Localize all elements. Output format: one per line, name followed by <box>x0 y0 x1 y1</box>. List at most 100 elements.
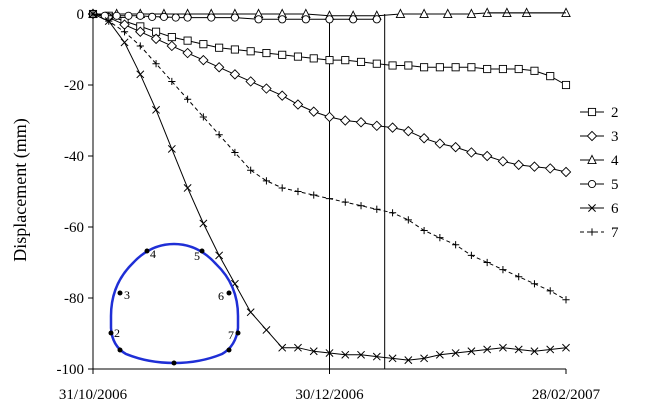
series-2 <box>88 9 571 90</box>
series-5-point <box>325 15 334 24</box>
series-6-point <box>546 345 555 354</box>
series-group <box>87 7 572 365</box>
x-tick-label: 30/12/2006 <box>295 387 364 403</box>
tunnel-measure-point <box>226 290 232 296</box>
series-3-point <box>340 115 351 126</box>
series-6-point <box>278 343 287 352</box>
series-4-point <box>419 8 429 19</box>
series-7-point <box>136 42 144 50</box>
legend-label: 5 <box>611 177 619 193</box>
series-2-point <box>483 64 492 74</box>
series-2-point <box>199 40 208 49</box>
series-7-point <box>325 195 334 203</box>
tunnel-measure-point <box>144 248 150 254</box>
series-4-point <box>442 8 453 19</box>
series-6-point <box>215 251 224 260</box>
series-2-point <box>388 61 397 70</box>
series-6-point <box>467 347 476 356</box>
series-7-point <box>168 77 176 86</box>
legend-label: 2 <box>611 105 619 121</box>
series-3-point <box>466 147 477 158</box>
series-2-point <box>341 56 350 65</box>
series-6-point <box>483 345 492 354</box>
series-3-point <box>450 141 461 153</box>
legend-item-2: 2 <box>580 105 619 121</box>
series-3-point <box>308 106 319 117</box>
series-3-point <box>387 122 398 133</box>
series-7-point <box>184 95 192 103</box>
series-5-point <box>183 13 192 22</box>
legend-label: 6 <box>611 201 619 217</box>
series-6-point <box>246 308 255 317</box>
legend-item-6: 6 <box>580 201 619 217</box>
y-tick-label: -40 <box>64 149 84 165</box>
series-6-point <box>404 356 413 365</box>
series-6-point <box>498 343 507 352</box>
series-2-point <box>167 33 176 42</box>
series-3-point <box>182 47 193 59</box>
series-4-point <box>521 7 532 17</box>
series-4-point <box>482 7 492 17</box>
legend-swatch-marker <box>587 179 597 189</box>
series-6-point <box>372 352 381 361</box>
series-7-point <box>294 187 302 196</box>
series-2-point <box>514 64 523 74</box>
series-6-point <box>451 349 460 357</box>
legend-item-7: 7 <box>580 225 619 241</box>
y-axis-title: Displacement (mm) <box>10 118 31 261</box>
series-7-point <box>120 28 129 36</box>
series-5-point <box>254 15 263 24</box>
series-2-point <box>325 56 334 65</box>
series-2-point <box>309 54 318 63</box>
series-2-point <box>230 45 239 54</box>
tunnel-point-label: 5 <box>194 249 200 263</box>
series-7-point <box>231 148 239 157</box>
y-tick-label: -20 <box>64 78 84 94</box>
series-3-point <box>261 83 272 94</box>
series-3-point <box>166 40 178 52</box>
series-3-point <box>150 33 162 45</box>
series-3-point <box>135 26 146 37</box>
axes: 0 -20 -40 -60 -80 -100 31/10/2006 30/12/2006 28/… <box>57 7 601 403</box>
tunnel-outline <box>109 242 240 365</box>
series-5-point <box>349 15 358 24</box>
tunnel-measure-point <box>226 347 232 353</box>
series-7-point <box>152 60 160 68</box>
series-2-point <box>451 63 460 72</box>
series-2-point <box>356 57 366 66</box>
series-3-point <box>324 111 335 123</box>
tunnel-point-label: 7 <box>228 328 234 342</box>
series-3-point <box>481 150 493 162</box>
series-7-point <box>388 209 397 217</box>
tunnel-measure-point <box>199 248 205 254</box>
series-7-point <box>278 184 286 192</box>
series-3-point <box>403 125 414 137</box>
legend-swatch-marker <box>587 154 597 165</box>
series-3-point <box>560 166 572 178</box>
series-7-point <box>105 17 113 25</box>
series-6-point <box>309 347 318 356</box>
series-7-point <box>530 280 539 288</box>
series-6-point <box>167 144 176 153</box>
series-6-point <box>435 350 444 359</box>
series-3-point <box>245 76 256 87</box>
tunnel-inset: 2 3 4 5 6 7 <box>108 242 241 366</box>
series-6-point <box>120 38 129 47</box>
series-6-point <box>357 350 365 359</box>
series-3-point <box>497 156 509 167</box>
tunnel-point-label: 3 <box>124 288 130 302</box>
series-7-point <box>546 287 554 295</box>
tunnel-measure-point <box>171 360 177 366</box>
series-3-point <box>513 159 524 171</box>
series-2-point <box>278 50 287 59</box>
series-7-point <box>404 216 412 224</box>
series-2-point <box>262 49 271 58</box>
series-5-point <box>112 11 121 20</box>
tunnel-point-label: 4 <box>150 247 156 261</box>
series-6-point <box>562 343 570 352</box>
tunnel-measure-point <box>117 290 123 296</box>
series-7-point <box>420 226 428 235</box>
series-4-point <box>466 8 477 19</box>
series-2-point <box>561 80 571 90</box>
